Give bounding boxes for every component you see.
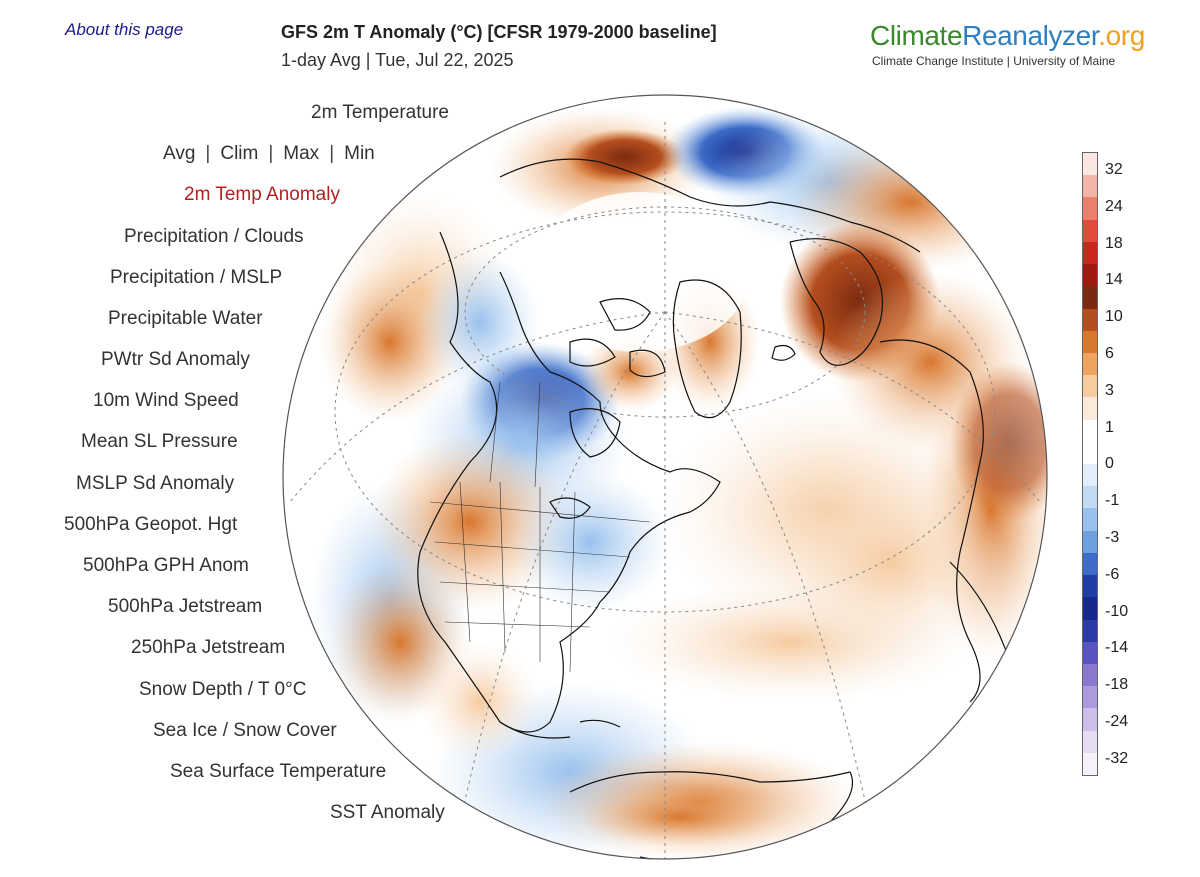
menu-item-500hpa-jetstream[interactable]: 500hPa Jetstream	[108, 596, 263, 617]
colorbar-tick-label: -6	[1105, 565, 1120, 583]
colorbar-segment	[1083, 419, 1097, 443]
graticule-lines	[289, 122, 1041, 859]
colorbar-segment	[1083, 375, 1097, 398]
colorbar-segment	[1083, 575, 1097, 598]
colorbar-segment	[1083, 352, 1097, 376]
menu-item-pwtr-sd-anomaly[interactable]: PWtr Sd Anomaly	[101, 349, 250, 370]
globe-anomaly-map[interactable]	[270, 82, 1060, 872]
menu-item-mean-sl-pressure[interactable]: Mean SL Pressure	[81, 431, 238, 452]
menu-item-precipitable-water[interactable]: Precipitable Water	[108, 308, 263, 329]
globe-outline	[282, 94, 1048, 860]
separator: |	[268, 143, 274, 164]
colorbar-segment	[1083, 552, 1097, 576]
colorbar-segment	[1083, 264, 1097, 287]
colorbar-tick-label: 3	[1105, 381, 1114, 399]
map-subtitle: 1-day Avg | Tue, Jul 22, 2025	[281, 50, 514, 70]
colorbar-tick-label: -32	[1105, 749, 1129, 767]
menu-item-500hpa-gph-anom[interactable]: 500hPa GPH Anom	[83, 555, 249, 576]
brand-part-reanalyzer: Reanalyzer	[962, 20, 1099, 51]
colorbar-segment	[1083, 197, 1097, 221]
colorbar-segment	[1083, 219, 1097, 243]
colorbar-segment	[1083, 153, 1097, 176]
colorbar-tick-label: 6	[1105, 345, 1114, 362]
colorbar-tick-label: 32	[1105, 161, 1123, 178]
about-page-link[interactable]: About this page	[65, 20, 184, 39]
menu-item-precipitation-clouds[interactable]: Precipitation / Clouds	[124, 226, 304, 247]
colorbar-tick-label: -10	[1105, 602, 1129, 620]
colorbar-tick-label: -3	[1105, 529, 1120, 546]
menu-item-sea-surface-temperature[interactable]: Sea Surface Temperature	[170, 761, 387, 782]
colorbar-tick-label: 10	[1105, 308, 1123, 326]
colorbar-segment	[1083, 175, 1097, 198]
colorbar-segment	[1083, 530, 1097, 554]
menu-item-snow-depth[interactable]: Snow Depth / T 0°C	[139, 679, 307, 700]
separator: |	[205, 143, 211, 164]
colorbar-segment	[1083, 241, 1097, 265]
menu-item-250hpa-jetstream[interactable]: 250hPa Jetstream	[131, 637, 286, 658]
colorbar-segment	[1083, 730, 1097, 754]
colorbar-segment	[1083, 619, 1097, 643]
stat-options-row: Avg | Clim | Max | Min	[163, 143, 375, 165]
colorbar-segment	[1083, 286, 1097, 309]
brand-part-org: .org	[1098, 20, 1145, 51]
colorbar-segment	[1083, 686, 1097, 709]
colorbar-segment	[1083, 597, 1097, 620]
colorbar-tick-label: -18	[1105, 676, 1129, 694]
colorbar-segment	[1083, 397, 1097, 421]
colorbar-segment	[1083, 486, 1097, 509]
political-borders	[429, 381, 651, 673]
menu-item-mslp-sd-anomaly[interactable]: MSLP Sd Anomaly	[76, 473, 235, 494]
colorbar-segment	[1083, 752, 1097, 776]
colorbar-tick-label: 24	[1105, 197, 1123, 215]
brand-part-climate: Climate	[870, 20, 963, 51]
colorbar-tick-label: 1	[1105, 418, 1114, 436]
colorbar-segment	[1083, 641, 1097, 665]
stat-option-max[interactable]: Max	[283, 143, 320, 164]
menu-item-10m-wind-speed[interactable]: 10m Wind Speed	[93, 390, 239, 411]
colorbar	[1082, 152, 1098, 776]
separator: |	[329, 143, 335, 164]
colorbar-segment	[1083, 663, 1097, 687]
colorbar-segment	[1083, 508, 1097, 532]
colorbar-tick-label: -14	[1105, 639, 1129, 657]
map-title: GFS 2m T Anomaly (°C) [CFSR 1979-2000 ba…	[281, 22, 717, 42]
brand-tagline: Climate Change Institute | University of…	[872, 54, 1116, 68]
stat-option-avg[interactable]: Avg	[163, 143, 196, 164]
colorbar-segment	[1083, 464, 1097, 487]
colorbar-segment	[1083, 441, 1097, 465]
stat-option-clim[interactable]: Clim	[220, 143, 259, 164]
colorbar-segment	[1083, 330, 1097, 354]
menu-item-sst-anomaly[interactable]: SST Anomaly	[330, 802, 445, 823]
colorbar-segment	[1083, 308, 1097, 332]
menu-item-500hpa-geopot-hgt[interactable]: 500hPa Geopot. Hgt	[64, 514, 238, 535]
colorbar-tick-label: 0	[1105, 455, 1114, 473]
stat-option-min[interactable]: Min	[344, 143, 375, 164]
menu-item-sea-ice-snow-cover[interactable]: Sea Ice / Snow Cover	[153, 720, 337, 741]
coastlines	[417, 158, 1019, 859]
colorbar-tick-label: -24	[1105, 713, 1129, 730]
menu-item-2m-temp-anomaly[interactable]: 2m Temp Anomaly	[184, 184, 340, 205]
colorbar-tick-label: 14	[1105, 271, 1123, 289]
colorbar-tick-label: 18	[1105, 234, 1123, 252]
colorbar-tick-label: -1	[1105, 492, 1120, 510]
colorbar-segment	[1083, 708, 1097, 732]
brand-logo[interactable]: ClimateReanalyzer.org	[870, 20, 1145, 52]
menu-heading-2m-temperature[interactable]: 2m Temperature	[311, 102, 449, 123]
menu-item-precipitation-mslp[interactable]: Precipitation / MSLP	[110, 267, 283, 288]
